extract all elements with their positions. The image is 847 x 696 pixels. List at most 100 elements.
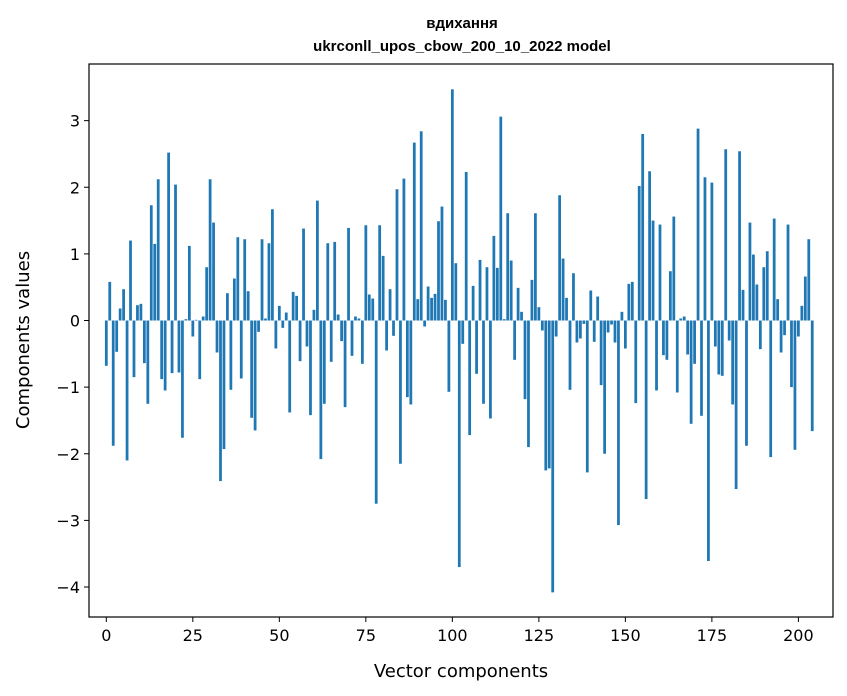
- bar-102: [457, 320, 461, 568]
- bar-51: [281, 320, 285, 328]
- bar-144: [603, 320, 606, 454]
- bar-113: [495, 267, 499, 321]
- bar-164: [672, 216, 676, 321]
- bar-150: [623, 320, 627, 349]
- bars-group: [104, 89, 814, 593]
- bar-17: [163, 320, 167, 391]
- bar-82: [388, 289, 392, 321]
- bar-128: [547, 320, 551, 469]
- y-tick-label: 2: [70, 178, 80, 197]
- bar-25: [191, 320, 195, 337]
- x-tick-label: 200: [783, 626, 814, 645]
- y-tick-label: −1: [56, 378, 80, 397]
- bar-202: [803, 276, 807, 321]
- bar-80: [381, 255, 385, 321]
- bar-181: [731, 320, 735, 405]
- bar-142: [596, 296, 600, 321]
- y-axis-label: Components values: [13, 251, 34, 429]
- bar-134: [568, 320, 572, 390]
- bar-166: [679, 318, 683, 321]
- bar-83: [392, 320, 395, 336]
- bar-151: [627, 283, 631, 321]
- bar-180: [727, 320, 731, 341]
- bar-176: [713, 320, 717, 347]
- bar-50: [277, 305, 281, 321]
- bar-112: [492, 235, 496, 321]
- bar-46: [264, 318, 267, 321]
- bar-96: [437, 221, 440, 321]
- bar-19: [170, 320, 174, 374]
- bar-133: [565, 297, 568, 321]
- bar-81: [385, 320, 388, 351]
- bar-53: [288, 320, 292, 413]
- bar-91: [419, 131, 423, 321]
- bar-187: [752, 254, 755, 321]
- bar-30: [208, 179, 212, 321]
- bar-108: [478, 259, 482, 321]
- bar-185: [745, 320, 748, 446]
- bar-199: [793, 320, 797, 450]
- bar-5: [122, 289, 125, 321]
- bar-190: [762, 267, 766, 321]
- bar-188: [755, 284, 759, 321]
- bar-109: [482, 320, 485, 404]
- bar-114: [499, 116, 503, 321]
- bar-172: [700, 320, 703, 416]
- bar-62: [319, 320, 323, 460]
- bar-177: [717, 320, 721, 375]
- bar-107: [475, 320, 478, 374]
- bar-71: [350, 320, 354, 356]
- bar-175: [710, 182, 714, 321]
- bar-115: [502, 319, 506, 321]
- bar-90: [416, 299, 420, 321]
- bar-198: [790, 320, 793, 388]
- bar-158: [651, 220, 655, 321]
- bar-15: [156, 179, 160, 321]
- x-tick-label: 125: [524, 626, 555, 645]
- bar-72: [354, 316, 357, 321]
- bar-40: [243, 239, 247, 321]
- x-tick-label: 25: [183, 626, 203, 645]
- bar-94: [430, 297, 433, 321]
- bar-78: [374, 320, 378, 504]
- bar-48: [271, 209, 274, 321]
- bar-26: [194, 319, 198, 321]
- bar-145: [606, 320, 610, 333]
- bar-101: [454, 263, 458, 321]
- bar-52: [284, 312, 288, 321]
- chart-title-line1: вдихання: [426, 15, 498, 32]
- bar-165: [675, 320, 679, 393]
- bar-43: [253, 320, 257, 431]
- bar-55: [295, 295, 299, 321]
- bar-37: [232, 278, 236, 321]
- bar-86: [402, 178, 406, 321]
- bar-154: [637, 185, 641, 321]
- bar-66: [333, 241, 337, 321]
- y-tick-label: −4: [56, 578, 80, 597]
- bar-173: [703, 177, 707, 321]
- bar-124: [534, 213, 537, 321]
- bar-131: [558, 195, 562, 321]
- bar-195: [779, 320, 783, 353]
- bar-192: [769, 320, 773, 458]
- bar-162: [665, 320, 669, 360]
- bar-127: [544, 320, 548, 471]
- bar-135: [572, 273, 575, 321]
- bar-159: [655, 320, 658, 391]
- x-axis-label: Vector components: [374, 661, 548, 682]
- bar-196: [783, 320, 786, 336]
- bar-1: [108, 281, 112, 321]
- bar-60: [312, 309, 316, 321]
- bar-117: [509, 260, 513, 321]
- bar-200: [797, 320, 800, 337]
- bar-189: [758, 320, 762, 350]
- bar-73: [357, 318, 361, 321]
- bar-20: [174, 184, 177, 321]
- bar-36: [229, 320, 233, 390]
- bar-47: [267, 243, 271, 321]
- bar-111: [489, 320, 492, 419]
- bar-64: [326, 243, 330, 321]
- bar-49: [274, 320, 278, 349]
